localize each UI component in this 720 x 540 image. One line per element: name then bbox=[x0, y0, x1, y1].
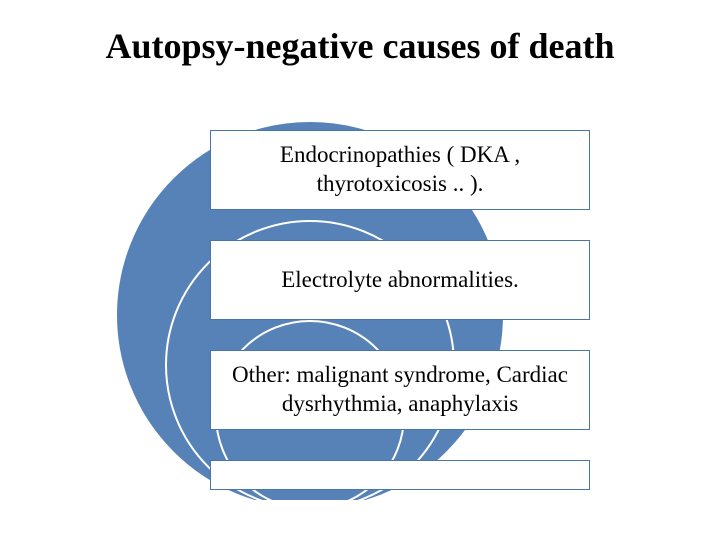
box-strip bbox=[210, 460, 590, 490]
venn-diagram: Endocrinopathies ( DKA , thyrotoxicosis … bbox=[95, 120, 595, 500]
box-other: Other: malignant syndrome, Cardiac dysrh… bbox=[210, 350, 590, 430]
box-endocrinopathies: Endocrinopathies ( DKA , thyrotoxicosis … bbox=[210, 130, 590, 210]
page-title: Autopsy-negative causes of death bbox=[0, 25, 720, 67]
box-electrolyte: Electrolyte abnormalities. bbox=[210, 240, 590, 320]
